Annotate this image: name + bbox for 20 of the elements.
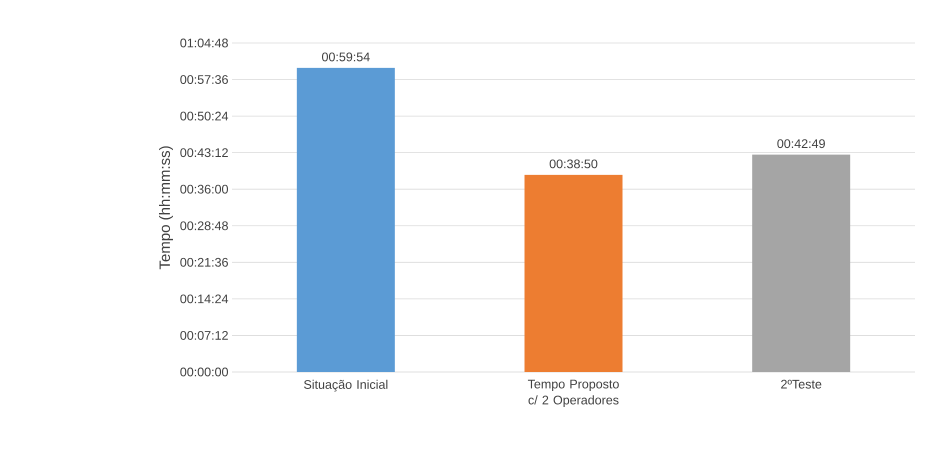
x-tick-label: Tempo Proposto c/ 2 Operadores xyxy=(528,380,619,407)
y-tick-label: 00:21:36 xyxy=(180,258,228,267)
y-tick-label: 00:28:48 xyxy=(180,221,228,230)
bar xyxy=(296,68,395,372)
y-tick-label: 00:07:12 xyxy=(180,330,228,340)
x-tick-label: Situação Inicial xyxy=(304,380,388,392)
y-tick-label: 00:36:00 xyxy=(180,184,228,194)
y-tick-label: 00:43:12 xyxy=(180,148,228,158)
data-label: 00:38:50 xyxy=(550,159,598,168)
y-tick-label: 00:14:24 xyxy=(180,294,228,304)
y-axis-title: Tempo (hh:mm:ss) xyxy=(159,146,173,270)
bar xyxy=(752,154,850,372)
y-tick-label: 00:50:24 xyxy=(180,112,228,121)
x-tick-label: 2ºTeste xyxy=(781,380,822,389)
data-label: 00:42:49 xyxy=(777,139,825,148)
y-tick-label: 01:04:48 xyxy=(180,38,228,48)
bar xyxy=(524,174,623,372)
y-tick-label: 00:00:00 xyxy=(180,368,228,376)
data-label: 00:59:54 xyxy=(322,52,370,62)
y-tick-label: 00:57:36 xyxy=(180,75,228,84)
